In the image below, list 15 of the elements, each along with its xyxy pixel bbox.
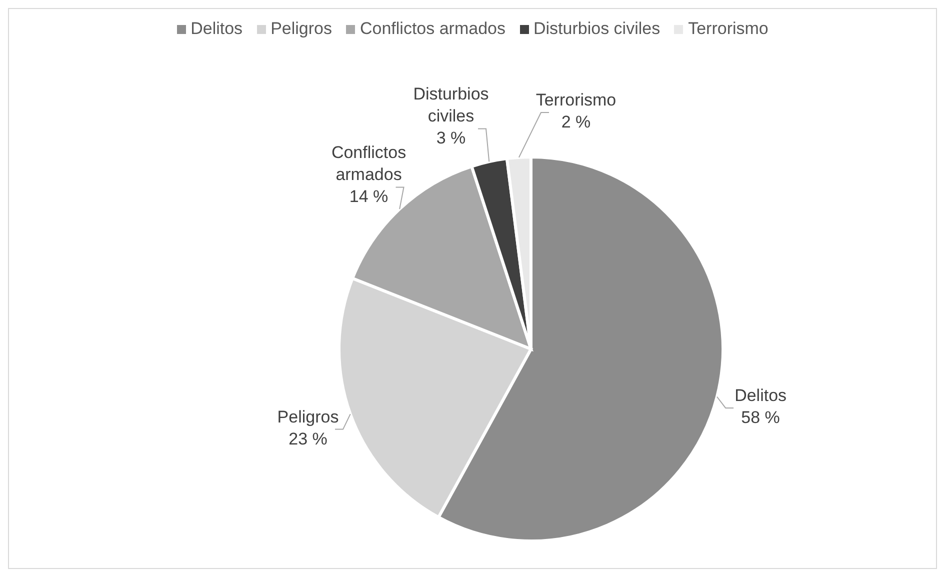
slice-label: Conflictos armados	[331, 144, 406, 185]
data-label: 3 %	[436, 129, 466, 148]
slice-label: Delitos	[734, 386, 787, 406]
legend-label: Terrorismo	[687, 19, 768, 39]
slice-label: Disturbios civiles	[413, 85, 489, 126]
slice-label: Terrorismo	[536, 90, 616, 110]
data-label: 23 %	[288, 430, 328, 449]
legend-label: Conflictos armados	[358, 19, 506, 39]
data-label: 2 %	[561, 112, 591, 132]
legend-label: Disturbios civiles	[532, 19, 660, 39]
slice-label: Peligros	[277, 408, 339, 427]
legend-label: Delitos	[190, 19, 243, 39]
legend-label: Peligros	[270, 19, 332, 39]
data-label: 58 %	[741, 408, 780, 428]
data-label: 14 %	[349, 188, 388, 207]
